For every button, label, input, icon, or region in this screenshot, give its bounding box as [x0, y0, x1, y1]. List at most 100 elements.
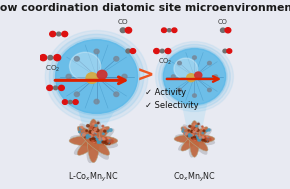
Circle shape	[193, 136, 195, 138]
Circle shape	[90, 127, 93, 129]
Circle shape	[62, 31, 68, 37]
Circle shape	[194, 138, 195, 140]
Circle shape	[193, 131, 195, 133]
Circle shape	[103, 128, 105, 130]
Circle shape	[95, 131, 97, 132]
Ellipse shape	[69, 135, 118, 146]
Ellipse shape	[189, 122, 201, 158]
Ellipse shape	[182, 124, 208, 155]
Circle shape	[206, 138, 208, 140]
Circle shape	[201, 139, 202, 140]
Circle shape	[198, 138, 200, 139]
Circle shape	[194, 124, 195, 125]
Circle shape	[126, 49, 130, 53]
Circle shape	[96, 138, 97, 140]
Circle shape	[196, 135, 197, 136]
Circle shape	[206, 130, 207, 132]
Text: CO: CO	[218, 19, 228, 25]
Circle shape	[193, 136, 194, 138]
Circle shape	[177, 88, 181, 92]
Circle shape	[54, 86, 57, 90]
Circle shape	[91, 137, 93, 140]
Circle shape	[192, 137, 194, 139]
Circle shape	[107, 137, 109, 139]
Circle shape	[91, 137, 93, 139]
Circle shape	[92, 137, 95, 140]
Circle shape	[192, 136, 194, 137]
Circle shape	[220, 28, 225, 32]
Circle shape	[81, 126, 83, 128]
Circle shape	[79, 127, 82, 130]
Circle shape	[184, 132, 187, 135]
Circle shape	[108, 142, 110, 144]
Circle shape	[56, 40, 138, 113]
Text: ✓ Activity: ✓ Activity	[145, 88, 186, 97]
Circle shape	[191, 131, 193, 132]
Circle shape	[114, 57, 119, 61]
Circle shape	[59, 85, 64, 91]
Circle shape	[207, 141, 209, 143]
Circle shape	[66, 74, 71, 79]
Circle shape	[73, 100, 78, 104]
Circle shape	[162, 47, 227, 106]
Circle shape	[108, 142, 109, 143]
Circle shape	[93, 129, 95, 130]
Circle shape	[188, 130, 189, 131]
Circle shape	[196, 125, 197, 127]
Circle shape	[162, 28, 166, 33]
Circle shape	[174, 58, 197, 79]
Circle shape	[199, 137, 202, 139]
Circle shape	[104, 138, 107, 140]
Circle shape	[74, 92, 79, 97]
Ellipse shape	[77, 126, 110, 155]
Circle shape	[98, 139, 100, 142]
Circle shape	[92, 131, 94, 133]
Ellipse shape	[189, 121, 200, 157]
Circle shape	[192, 133, 193, 134]
Circle shape	[225, 28, 231, 33]
Circle shape	[80, 134, 83, 136]
Circle shape	[93, 140, 94, 142]
Circle shape	[98, 141, 100, 143]
Circle shape	[105, 140, 107, 142]
Circle shape	[206, 136, 208, 138]
Circle shape	[192, 137, 195, 139]
Circle shape	[92, 140, 94, 142]
Circle shape	[192, 137, 194, 139]
Circle shape	[97, 138, 99, 140]
Circle shape	[104, 140, 106, 143]
Circle shape	[102, 133, 104, 135]
Text: Co$_x$Mn$_y$NC: Co$_x$Mn$_y$NC	[173, 171, 216, 184]
Circle shape	[189, 134, 191, 135]
Circle shape	[191, 130, 193, 132]
Circle shape	[89, 131, 92, 133]
Circle shape	[196, 130, 198, 132]
Circle shape	[93, 123, 94, 125]
Circle shape	[183, 128, 185, 129]
Circle shape	[107, 130, 109, 132]
Circle shape	[182, 131, 184, 132]
Circle shape	[195, 139, 197, 141]
Circle shape	[104, 130, 106, 132]
Circle shape	[54, 55, 61, 61]
Circle shape	[188, 134, 190, 135]
Circle shape	[97, 70, 107, 79]
Circle shape	[89, 136, 90, 137]
Polygon shape	[78, 110, 115, 130]
Circle shape	[105, 142, 108, 144]
Circle shape	[125, 27, 132, 33]
Ellipse shape	[70, 135, 118, 148]
Circle shape	[89, 131, 91, 132]
Circle shape	[47, 85, 52, 91]
Circle shape	[192, 127, 194, 129]
Circle shape	[102, 138, 104, 139]
Text: Low coordination diatomic site microenvironment: Low coordination diatomic site microenvi…	[0, 3, 290, 13]
Circle shape	[94, 99, 99, 104]
Circle shape	[214, 75, 218, 78]
Circle shape	[165, 49, 171, 53]
Circle shape	[74, 57, 79, 61]
Circle shape	[200, 140, 201, 141]
Circle shape	[195, 135, 197, 137]
Circle shape	[198, 139, 200, 141]
Circle shape	[45, 30, 148, 123]
